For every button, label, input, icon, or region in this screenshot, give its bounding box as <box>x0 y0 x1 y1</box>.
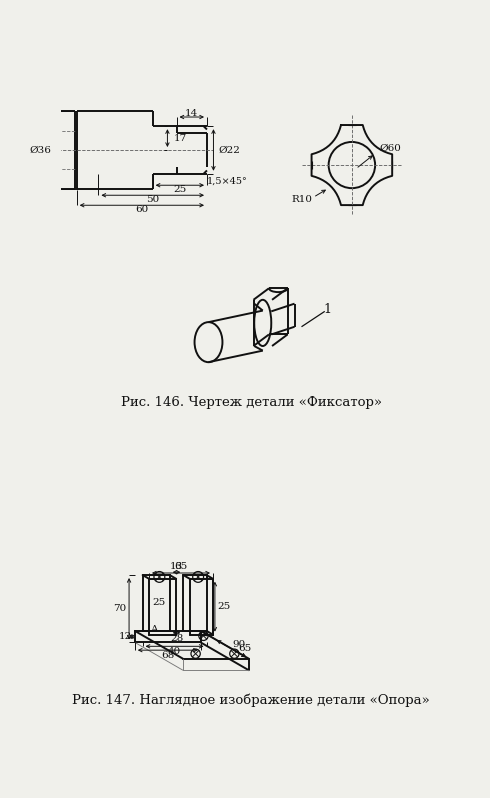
Text: 28: 28 <box>170 634 183 642</box>
Text: 70: 70 <box>113 604 126 614</box>
Text: 25: 25 <box>173 184 187 194</box>
Text: 65: 65 <box>174 562 188 571</box>
Text: Ø36: Ø36 <box>29 145 51 155</box>
Text: Рис. 147. Наглядное изображение детали «Опора»: Рис. 147. Наглядное изображение детали «… <box>72 693 430 707</box>
Text: 17: 17 <box>173 133 187 143</box>
Text: 90: 90 <box>232 640 245 650</box>
Text: Ø60: Ø60 <box>379 144 401 152</box>
Text: 65: 65 <box>239 644 252 653</box>
Text: R10: R10 <box>291 196 312 204</box>
Text: 25: 25 <box>153 598 166 607</box>
Text: 60: 60 <box>135 204 148 214</box>
Text: 13: 13 <box>170 563 183 571</box>
Text: 50: 50 <box>146 195 159 203</box>
Text: 25: 25 <box>218 602 231 611</box>
Text: A: A <box>150 625 158 634</box>
Text: 1,5×45°: 1,5×45° <box>206 177 247 186</box>
Text: 68: 68 <box>161 651 174 660</box>
Text: 12: 12 <box>119 632 132 641</box>
Text: Ø22: Ø22 <box>218 145 240 155</box>
Text: 40: 40 <box>168 647 181 656</box>
Text: Рис. 146. Чертеж детали «Фиксатор»: Рис. 146. Чертеж детали «Фиксатор» <box>121 396 382 409</box>
Text: 14: 14 <box>185 109 198 117</box>
Text: 1: 1 <box>324 302 332 315</box>
